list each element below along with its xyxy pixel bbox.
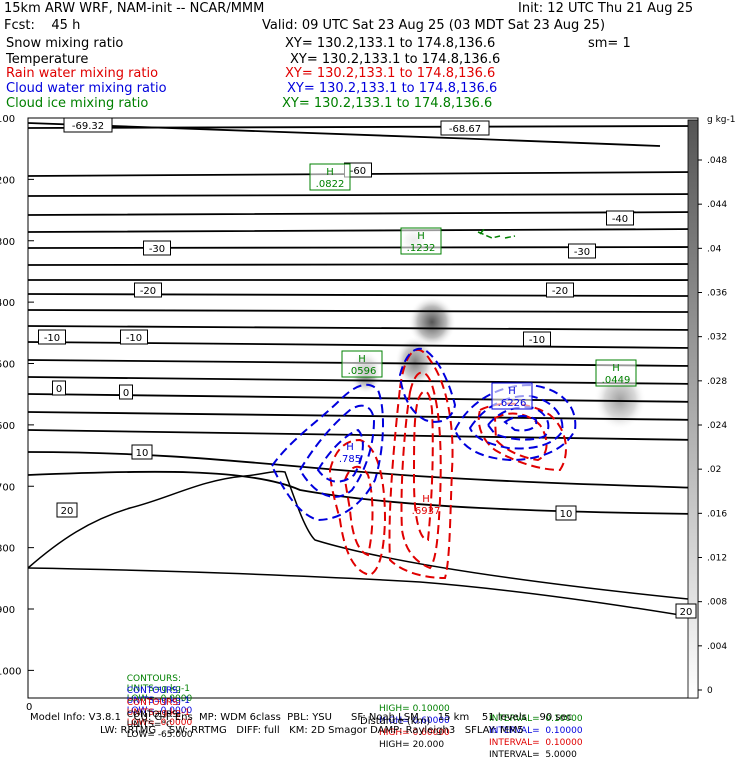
colorbar-tick-label: .004 bbox=[707, 642, 727, 652]
maximum-h-label: H bbox=[358, 354, 366, 365]
isotherm-line bbox=[28, 264, 698, 265]
y-tick-label: 700 bbox=[0, 482, 15, 493]
colorbar-ticks: 0 .004 .008 .012 .016 .02 .024 .028 .032 .036 .04.… bbox=[698, 156, 727, 696]
temperature-label: 0 bbox=[123, 388, 129, 399]
temperature-label: -10 bbox=[529, 335, 545, 346]
maximum-h-label: H bbox=[612, 363, 620, 374]
colorbar-tick-label: .008 bbox=[707, 598, 727, 608]
isotherm-line bbox=[28, 310, 698, 312]
maximum-h-label: H bbox=[508, 386, 516, 397]
y-tick-label: 400 bbox=[0, 298, 15, 309]
temperature-label: 0 bbox=[56, 384, 62, 395]
contour-interval: INTERVAL= 5.0000 bbox=[489, 750, 577, 760]
model-info-line2: LW: RRTMG SW: RRTMG DIFF: full KM: 2D Sm… bbox=[100, 725, 524, 736]
maximum-value: .0596 bbox=[348, 366, 377, 377]
isotherm-line bbox=[28, 430, 698, 440]
y-tick-label: 300 bbox=[0, 237, 15, 248]
terrain bbox=[28, 471, 698, 618]
temperature-label: 20 bbox=[61, 506, 74, 517]
y-tick-label: 900 bbox=[0, 605, 15, 616]
temperature-label: -20 bbox=[552, 286, 568, 297]
y-tick-label: 600 bbox=[0, 421, 15, 432]
colorbar-tick-label: 0 bbox=[707, 686, 713, 696]
temperature-label: -60 bbox=[350, 166, 366, 177]
colorbar-tick-label: .012 bbox=[707, 554, 727, 564]
contour-high: HIGH= 20.000 bbox=[379, 740, 444, 750]
cross-section-plot: 1002003004005006007008009001000 0.004.00… bbox=[0, 0, 740, 740]
temperature-label: -20 bbox=[140, 286, 156, 297]
temperature-label: -10 bbox=[44, 333, 60, 344]
temperature-label: 10 bbox=[136, 448, 149, 459]
colorbar-tick-label: .016 bbox=[707, 509, 727, 519]
rain-contour bbox=[414, 391, 433, 540]
colorbar-tick-label: .028 bbox=[707, 377, 727, 387]
colorbar-tick-label: .032 bbox=[707, 333, 727, 343]
terrain-line bbox=[28, 471, 698, 600]
maximum-value: .0822 bbox=[316, 179, 345, 190]
isotherm-line bbox=[28, 212, 698, 215]
colorbar-tick-label: .02 bbox=[707, 465, 721, 475]
isotherms bbox=[28, 123, 698, 514]
terrain-line bbox=[28, 568, 698, 618]
temperature-label: -40 bbox=[612, 214, 628, 225]
isotherm-line bbox=[28, 229, 698, 232]
colorbar-tick-label: .044 bbox=[707, 200, 727, 210]
temperature-label: -30 bbox=[149, 244, 165, 255]
isotherm-line bbox=[28, 326, 698, 330]
y-tick-label: 800 bbox=[0, 544, 15, 555]
colorbar-tick-label: .04 bbox=[707, 244, 722, 254]
maximum-value: .1232 bbox=[407, 243, 436, 254]
isotherm-line bbox=[28, 452, 698, 488]
maximum-value: .0449 bbox=[602, 375, 631, 386]
maximum-h-label: H bbox=[417, 231, 425, 242]
maximum-value: .785 bbox=[339, 454, 361, 465]
temperature-label: 10 bbox=[560, 509, 573, 520]
maximum-h-label: H bbox=[422, 494, 430, 505]
colorbar-tick-label: .036 bbox=[707, 289, 727, 299]
maximum-h-label: H bbox=[346, 442, 354, 453]
temperature-label: 20 bbox=[680, 607, 693, 618]
y-tick-label: 500 bbox=[0, 360, 15, 371]
y-tick-label: 100 bbox=[0, 114, 15, 125]
y-tick-label: 200 bbox=[0, 175, 15, 186]
y-axis-ticks: 100 200 300 400 500 600 700 800 900 1000 bbox=[0, 114, 34, 677]
isotherm-line bbox=[28, 294, 698, 296]
maximum-value: .6226 bbox=[498, 398, 527, 409]
maximum-h-label: H bbox=[326, 167, 334, 178]
temperature-label: -69.32 bbox=[72, 121, 104, 132]
colorbar-units: g kg-1 bbox=[707, 115, 735, 125]
temperature-label: -30 bbox=[574, 247, 590, 258]
temperature-label: -10 bbox=[126, 333, 142, 344]
model-info-line1: Model Info: V3.8.1 CU: G-F Ens MP: WDM 6… bbox=[30, 712, 572, 723]
isotherm-line bbox=[28, 247, 698, 248]
temperature-label: -68.67 bbox=[449, 124, 481, 135]
y-tick-label: 1000 bbox=[0, 666, 21, 677]
isotherm-line bbox=[28, 194, 698, 196]
isotherm-line bbox=[28, 472, 698, 514]
maximum-value: .6937 bbox=[412, 506, 441, 517]
colorbar-tick-label: .024 bbox=[707, 421, 727, 431]
colorbar-tick-label: .048 bbox=[707, 156, 727, 166]
